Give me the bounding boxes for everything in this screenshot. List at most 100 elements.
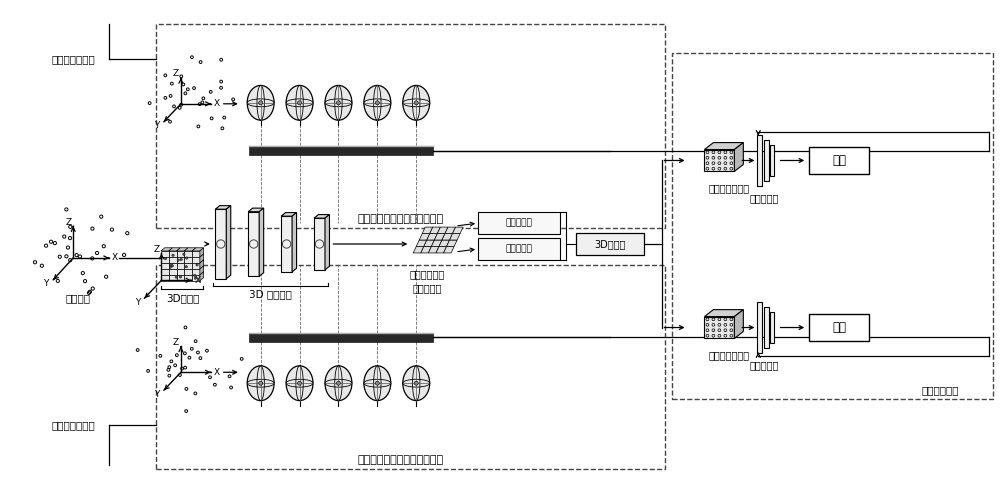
Text: 鸟瞰图投影及: 鸟瞰图投影及 (410, 269, 445, 279)
Polygon shape (200, 260, 204, 269)
Bar (184, 269, 192, 275)
Bar (192, 263, 200, 269)
Text: 微调预测模块: 微调预测模块 (921, 385, 959, 395)
Polygon shape (226, 205, 231, 279)
Text: Z: Z (153, 245, 160, 254)
Bar (478, 212, 560, 234)
Polygon shape (413, 246, 424, 253)
Polygon shape (434, 234, 445, 240)
Text: Z: Z (173, 69, 179, 79)
Polygon shape (734, 309, 743, 339)
Polygon shape (325, 215, 329, 270)
Circle shape (194, 277, 197, 279)
Circle shape (172, 254, 174, 257)
Bar (192, 269, 200, 275)
Circle shape (180, 258, 182, 261)
Text: 感兴趣区域池化: 感兴趣区域池化 (709, 350, 750, 360)
Bar (156, 265, 665, 468)
Circle shape (193, 274, 196, 277)
Ellipse shape (403, 366, 430, 401)
Polygon shape (416, 240, 427, 246)
Bar (192, 275, 200, 281)
Text: 3D 稀疏卷积: 3D 稀疏卷积 (249, 289, 292, 299)
Polygon shape (192, 248, 204, 251)
Polygon shape (445, 227, 456, 234)
Circle shape (336, 101, 340, 105)
Bar (281, 216, 292, 272)
Ellipse shape (325, 366, 352, 401)
Bar (169, 263, 177, 269)
Circle shape (171, 264, 174, 267)
Bar (161, 263, 169, 269)
Polygon shape (422, 227, 433, 234)
Text: 3D体素化: 3D体素化 (166, 293, 200, 303)
Circle shape (298, 101, 302, 105)
Text: 距离最远点采样: 距离最远点采样 (51, 420, 95, 430)
Bar (184, 275, 192, 281)
Bar (757, 135, 762, 186)
Polygon shape (428, 246, 439, 253)
Circle shape (414, 101, 418, 105)
Polygon shape (431, 240, 442, 246)
Circle shape (170, 264, 172, 266)
Polygon shape (436, 246, 447, 253)
Polygon shape (421, 246, 431, 253)
Bar (177, 263, 184, 269)
Bar (478, 238, 560, 260)
Circle shape (185, 257, 188, 259)
Text: 目标生成器: 目标生成器 (506, 244, 532, 253)
Ellipse shape (247, 366, 274, 401)
Circle shape (175, 276, 177, 278)
Bar (192, 251, 200, 257)
Bar (215, 209, 226, 279)
Ellipse shape (325, 85, 352, 120)
Polygon shape (200, 254, 204, 263)
Ellipse shape (403, 85, 430, 120)
Polygon shape (704, 309, 743, 317)
Bar (177, 275, 184, 281)
Polygon shape (704, 142, 743, 149)
Bar (764, 306, 769, 348)
Polygon shape (177, 248, 188, 251)
Text: Y: Y (154, 389, 160, 399)
Text: 分类: 分类 (832, 154, 846, 167)
Polygon shape (734, 142, 743, 171)
Bar (177, 251, 184, 257)
Polygon shape (314, 215, 329, 218)
Text: X: X (194, 276, 200, 285)
Bar (314, 218, 325, 270)
Circle shape (177, 259, 179, 261)
Text: Y: Y (135, 298, 140, 306)
Polygon shape (215, 205, 231, 209)
Bar (161, 269, 169, 275)
Text: 感兴趣区域池化: 感兴趣区域池化 (709, 183, 750, 193)
Text: X: X (214, 99, 220, 108)
Bar (169, 251, 177, 257)
Bar (809, 146, 869, 174)
Polygon shape (169, 248, 180, 251)
Circle shape (179, 276, 182, 278)
Circle shape (259, 101, 263, 105)
Polygon shape (281, 213, 297, 216)
Circle shape (375, 101, 379, 105)
Bar (184, 251, 192, 257)
Ellipse shape (364, 85, 391, 120)
Text: 特征最远点采样: 特征最远点采样 (51, 54, 95, 64)
Polygon shape (442, 234, 453, 240)
Text: 3D建议框: 3D建议框 (594, 239, 625, 249)
Text: 距离最远点采样序列提取模块: 距离最远点采样序列提取模块 (357, 455, 443, 465)
Text: X: X (214, 368, 220, 377)
Polygon shape (292, 213, 297, 272)
Circle shape (375, 381, 379, 385)
Bar (169, 269, 177, 275)
Bar (248, 212, 259, 276)
Bar (809, 314, 869, 342)
Polygon shape (200, 272, 204, 281)
Bar (161, 257, 169, 263)
Polygon shape (430, 227, 440, 234)
Text: 特征最远点采样序列提取模块: 特征最远点采样序列提取模块 (357, 214, 443, 224)
Circle shape (259, 381, 263, 385)
Bar (184, 263, 192, 269)
Text: 目标分类器: 目标分类器 (506, 219, 532, 227)
Text: 回归: 回归 (832, 321, 846, 334)
